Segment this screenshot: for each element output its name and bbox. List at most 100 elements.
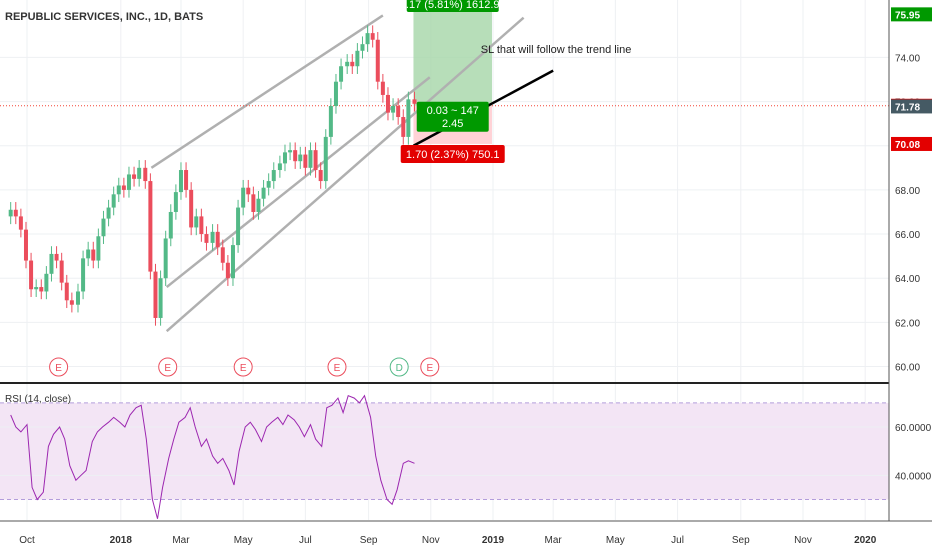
price-tick-label: 68.00 bbox=[895, 186, 920, 197]
chart-title: REPUBLIC SERVICES, INC., 1D, BATS bbox=[5, 11, 203, 23]
candle-body bbox=[126, 174, 131, 190]
candle-body bbox=[116, 185, 121, 195]
candle-body bbox=[261, 187, 266, 199]
candle-body bbox=[148, 181, 153, 272]
price-tick-label: 62.00 bbox=[895, 318, 920, 329]
time-tick-label: Nov bbox=[422, 535, 440, 546]
time-axis-panel bbox=[0, 521, 932, 550]
candle-body bbox=[230, 245, 235, 279]
rsi-tick-label: 40.0000 bbox=[895, 471, 932, 482]
time-tick-label: Jul bbox=[299, 535, 312, 546]
candle-body bbox=[271, 170, 276, 182]
price-flag-box bbox=[891, 99, 932, 114]
event-marker-circle bbox=[233, 357, 253, 377]
candle-body bbox=[350, 61, 355, 67]
price-flag-label: 71.78 bbox=[895, 102, 920, 113]
candle-body bbox=[101, 218, 106, 237]
time-tick-label: Mar bbox=[172, 535, 190, 546]
position-center-box bbox=[416, 101, 489, 132]
event-marker-letter: E bbox=[55, 363, 62, 374]
time-tick-label: Sep bbox=[732, 535, 750, 546]
candle-body bbox=[168, 211, 173, 239]
rsi-title: RSI (14, close) bbox=[5, 394, 71, 405]
candle-body bbox=[380, 81, 385, 95]
candle-body bbox=[277, 163, 282, 171]
candle-body bbox=[23, 229, 28, 261]
candle-body bbox=[49, 253, 54, 274]
candle-body bbox=[313, 150, 318, 171]
candle-body bbox=[121, 185, 126, 190]
event-marker-letter: E bbox=[240, 363, 247, 374]
candle-body bbox=[370, 33, 375, 40]
candle-body bbox=[158, 278, 163, 318]
trend-annotation: SL that will follow the trend line bbox=[481, 44, 632, 56]
rsi-band bbox=[0, 402, 889, 500]
time-tick-label: 2019 bbox=[482, 535, 505, 546]
candle-body bbox=[298, 154, 303, 162]
candle-body bbox=[288, 150, 293, 153]
time-tick-label: 2020 bbox=[854, 535, 877, 546]
price-flag-label: 70.08 bbox=[895, 140, 920, 151]
candle-body bbox=[132, 174, 137, 179]
event-marker-letter: E bbox=[164, 363, 171, 374]
candle-body bbox=[189, 189, 194, 228]
candle-body bbox=[215, 231, 220, 248]
candle-body bbox=[282, 152, 287, 164]
price-flag-label: 75.95 bbox=[895, 10, 920, 21]
candle-body bbox=[34, 287, 39, 290]
price-flag-box bbox=[891, 7, 932, 22]
candle-body bbox=[204, 234, 209, 243]
time-tick-label: Oct bbox=[19, 535, 35, 546]
candle-body bbox=[375, 39, 380, 82]
event-marker-circle bbox=[49, 357, 69, 377]
event-marker-e: E bbox=[158, 357, 178, 377]
candle-body bbox=[360, 44, 365, 51]
candle-body bbox=[266, 181, 271, 188]
candle-body bbox=[365, 33, 370, 45]
candle-body bbox=[111, 194, 116, 208]
candle-body bbox=[86, 249, 91, 259]
candle-body bbox=[184, 170, 189, 190]
candle-body bbox=[225, 262, 230, 279]
event-marker-letter: E bbox=[334, 363, 341, 374]
candle-body bbox=[385, 94, 390, 113]
candle-body bbox=[44, 273, 49, 292]
candle-body bbox=[412, 99, 417, 104]
candle-body bbox=[391, 105, 396, 113]
candle-body bbox=[137, 167, 142, 179]
candle-body bbox=[318, 170, 323, 182]
candle-body bbox=[345, 61, 350, 67]
event-marker-circle bbox=[158, 357, 178, 377]
event-marker-circle bbox=[389, 357, 409, 377]
candle-body bbox=[328, 105, 333, 137]
event-marker-circle bbox=[327, 357, 347, 377]
price-tick-label: 64.00 bbox=[895, 274, 920, 285]
candle-body bbox=[13, 209, 18, 217]
candle-body bbox=[303, 154, 308, 168]
position-center-label-1: 0.03 ~ 147 bbox=[427, 105, 479, 117]
candle-body bbox=[323, 136, 328, 182]
channel-lines bbox=[150, 14, 525, 333]
candle-body bbox=[220, 247, 225, 263]
time-tick-label: Nov bbox=[794, 535, 812, 546]
event-marker-e: E bbox=[420, 357, 440, 377]
candle-body bbox=[69, 300, 74, 305]
candle-body bbox=[241, 187, 246, 208]
candle-body bbox=[210, 231, 215, 243]
candle-body bbox=[75, 291, 80, 305]
candle-body bbox=[401, 117, 406, 137]
event-marker-letter: D bbox=[396, 363, 403, 374]
position-center-label-2: 2.45 bbox=[442, 118, 463, 130]
candle-body bbox=[96, 236, 101, 261]
rsi-line bbox=[10, 394, 415, 519]
time-tick-label: 2018 bbox=[110, 535, 133, 546]
candle-body bbox=[246, 187, 251, 195]
candles bbox=[8, 25, 417, 326]
candle-body bbox=[8, 209, 13, 217]
time-tick-label: May bbox=[234, 535, 253, 546]
time-tick-label: May bbox=[606, 535, 625, 546]
candle-body bbox=[194, 216, 199, 228]
event-marker-circle bbox=[420, 357, 440, 377]
